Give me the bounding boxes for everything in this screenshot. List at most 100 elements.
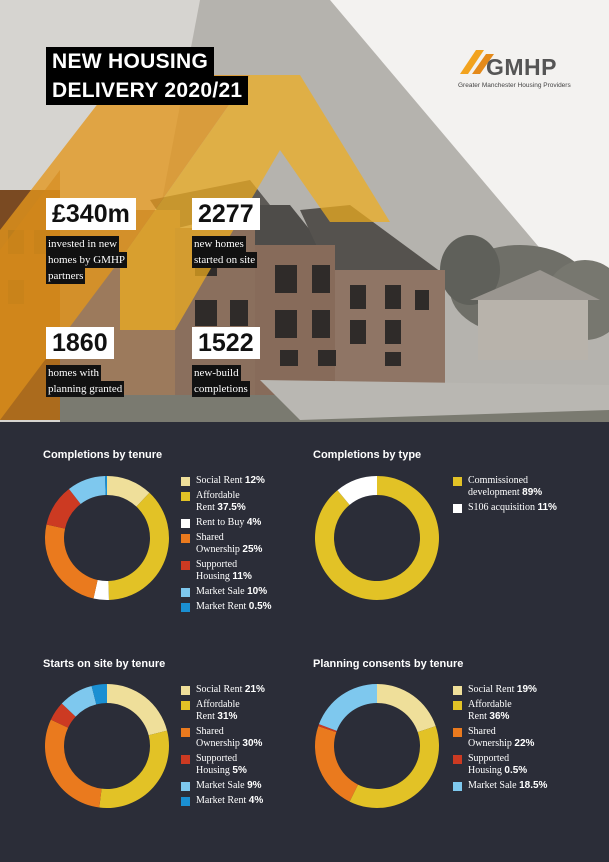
legend-item: Affordable Rent 37.5% xyxy=(181,490,272,514)
legend-label: Social Rent xyxy=(196,684,243,695)
donut-slice-4 xyxy=(318,684,377,731)
donut-slice-4 xyxy=(46,489,81,529)
legend-swatch xyxy=(181,519,190,528)
donut-slice-4 xyxy=(61,685,97,717)
legend-swatch xyxy=(181,588,190,597)
legend-label: Shared xyxy=(196,532,224,543)
stat-description: homes with planning granted xyxy=(46,365,125,397)
chart-title: Completions by tenure xyxy=(43,449,163,461)
legend-item: Commissioned development 89% xyxy=(453,475,557,499)
stat-value: 1860 xyxy=(46,327,114,359)
legend-value: 25% xyxy=(242,544,263,555)
stat-description: new-build completions xyxy=(192,365,250,397)
legend-value: 21% xyxy=(244,684,265,695)
legend-item: Supported Housing 11% xyxy=(181,559,272,583)
legend-value: 11% xyxy=(232,571,252,582)
chart-title: Completions by type xyxy=(313,449,422,461)
title-line-1: NEW HOUSING xyxy=(46,47,215,76)
donut-chart xyxy=(44,476,169,600)
legend-item: Shared Ownership 25% xyxy=(181,532,272,556)
chart-completions-by-type: Completions by type Commissioned developm… xyxy=(313,449,593,619)
legend-swatch xyxy=(181,534,190,543)
stat-description: invested in new homes by GMHP partners xyxy=(46,236,128,284)
legend-label: S106 acquisition xyxy=(468,502,535,513)
stat-planning: 1860 homes with planning granted xyxy=(46,327,125,397)
logo-roof-icon xyxy=(460,50,494,74)
legend-swatch xyxy=(453,755,462,764)
legend-item: Market Sale 18.5% xyxy=(453,780,547,792)
stat-value: 1522 xyxy=(192,327,260,359)
legend-swatch xyxy=(181,477,190,486)
legend-swatch xyxy=(181,782,190,791)
legend-item: Rent to Buy 4% xyxy=(181,517,272,529)
stat-value: 2277 xyxy=(192,198,260,230)
legend-swatch xyxy=(181,755,190,764)
legend-swatch xyxy=(453,477,462,486)
legend-label: Market Rent xyxy=(196,601,247,612)
legend-label: Rent to Buy xyxy=(196,517,245,528)
legend-value: 22% xyxy=(514,738,535,749)
legend-label: Social Rent xyxy=(196,475,243,486)
legend-swatch xyxy=(453,782,462,791)
legend-label: development xyxy=(468,487,520,498)
legend-item: Social Rent 12% xyxy=(181,475,272,487)
donut-slice-1 xyxy=(349,726,439,808)
legend-label: Affordable xyxy=(196,699,240,710)
legend-swatch xyxy=(453,686,462,695)
legend-label: Market Sale xyxy=(196,586,245,597)
legend-label: Housing xyxy=(196,765,230,776)
legend-label: Rent xyxy=(196,502,215,513)
legend-value: 89% xyxy=(522,487,543,498)
donut-slice-3 xyxy=(318,724,337,733)
legend-swatch xyxy=(181,701,190,710)
stat-value: £340m xyxy=(46,198,136,230)
donut-slice-0 xyxy=(107,476,150,507)
legend-swatch xyxy=(181,603,190,612)
legend-value: 37.5% xyxy=(217,502,246,513)
legend-label: Shared xyxy=(468,726,496,737)
donut-slice-6 xyxy=(105,476,107,496)
stat-starts: 2277 new homes started on site xyxy=(192,198,260,268)
legend-label: Supported xyxy=(196,753,238,764)
chart-planning-by-tenure: Planning consents by tenure Social Rent … xyxy=(313,658,593,828)
donut-slice-2 xyxy=(93,579,109,600)
donut-chart xyxy=(315,684,439,808)
legend-label: Ownership xyxy=(196,738,240,749)
legend-label: Housing xyxy=(468,765,502,776)
chart-title: Starts on site by tenure xyxy=(43,658,166,670)
legend-swatch xyxy=(453,504,462,513)
chart-legend: Social Rent 21% Affordable Rent 31% Shared O… xyxy=(181,684,265,810)
legend-swatch xyxy=(181,686,190,695)
donut-slice-2 xyxy=(45,719,102,808)
legend-label: Housing xyxy=(196,571,230,582)
title-line-2: DELIVERY 2020/21 xyxy=(46,76,249,105)
donut-slice-5 xyxy=(68,476,106,505)
chart-title: Planning consents by tenure xyxy=(313,658,464,670)
legend-value: 19% xyxy=(516,684,537,695)
legend-item: Affordable Rent 31% xyxy=(181,699,265,723)
donut-slice-1 xyxy=(108,492,169,600)
legend-value: 36% xyxy=(489,711,510,722)
donut-slice-1 xyxy=(337,476,377,505)
legend-value: 10% xyxy=(247,586,268,597)
legend-swatch xyxy=(181,728,190,737)
legend-item: Market Sale 9% xyxy=(181,780,265,792)
legend-swatch xyxy=(453,728,462,737)
logo-wordmark: GMHP xyxy=(486,54,557,80)
chart-legend: Social Rent 12% Affordable Rent 37.5% Rent … xyxy=(181,475,272,616)
donut-chart xyxy=(315,476,439,600)
legend-item: Market Rent 0.5% xyxy=(181,601,272,613)
gmhp-logo: GMHP Greater Manchester Housing Provider… xyxy=(458,40,578,96)
legend-value: 5% xyxy=(232,765,247,776)
legend-label: Ownership xyxy=(196,544,240,555)
donut-slice-0 xyxy=(107,684,168,736)
legend-value: 0.5% xyxy=(504,765,528,776)
legend-value: 0.5% xyxy=(248,601,272,612)
legend-swatch xyxy=(181,561,190,570)
chart-legend: Commissioned development 89% S106 acquisit… xyxy=(453,475,557,517)
chart-starts-by-tenure: Starts on site by tenure Social Rent 21%… xyxy=(43,658,303,828)
legend-item: Supported Housing 0.5% xyxy=(453,753,547,777)
legend-swatch xyxy=(181,797,190,806)
legend-label: Commissioned xyxy=(468,475,529,486)
legend-label: Market Sale xyxy=(468,780,517,791)
